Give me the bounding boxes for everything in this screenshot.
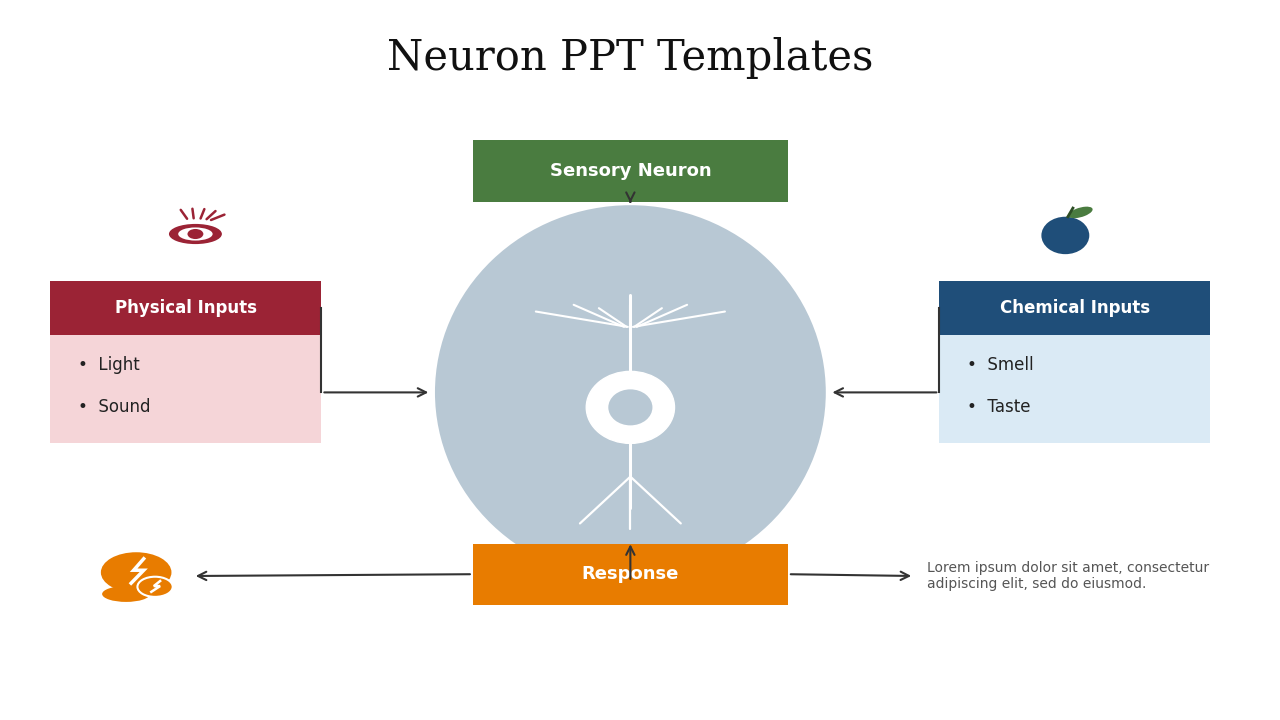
FancyBboxPatch shape [50,281,321,335]
Ellipse shape [586,372,675,444]
FancyBboxPatch shape [940,281,1211,335]
Text: •  Sound: • Sound [78,397,151,416]
Text: Lorem ipsum dolor sit amet, consectetur
adipiscing elit, sed do eiusmod.: Lorem ipsum dolor sit amet, consectetur … [927,561,1208,591]
Text: •  Taste: • Taste [966,397,1030,416]
Text: Chemical Inputs: Chemical Inputs [1000,299,1149,317]
Text: •  Smell: • Smell [966,356,1034,374]
Text: Neuron PPT Templates: Neuron PPT Templates [387,37,873,78]
Circle shape [101,552,172,593]
Text: •  Light: • Light [78,356,140,374]
FancyBboxPatch shape [472,544,788,605]
Text: Physical Inputs: Physical Inputs [115,299,257,317]
FancyBboxPatch shape [50,335,321,443]
Ellipse shape [102,586,150,602]
Ellipse shape [435,205,826,580]
FancyBboxPatch shape [472,140,788,202]
Circle shape [137,577,173,597]
Text: Response: Response [581,565,680,583]
Ellipse shape [608,390,653,426]
FancyBboxPatch shape [940,335,1211,443]
Ellipse shape [169,224,221,244]
Ellipse shape [1042,217,1089,254]
Ellipse shape [187,229,204,239]
Ellipse shape [1069,207,1093,218]
Text: Sensory Neuron: Sensory Neuron [549,162,712,180]
Ellipse shape [178,228,212,240]
